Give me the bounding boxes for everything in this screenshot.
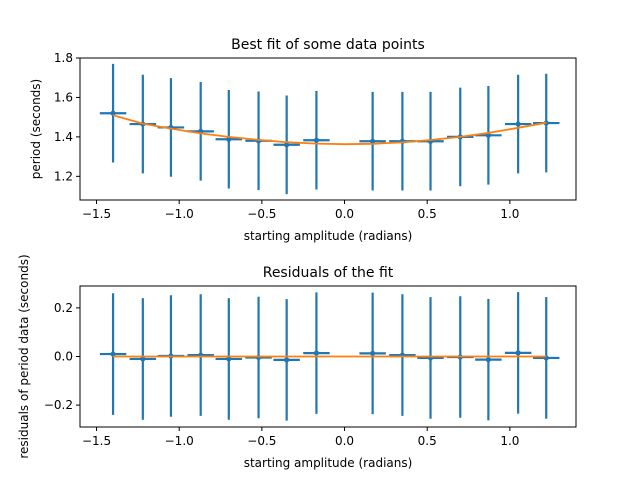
residuals-x-tick-label: −1.0 [165,434,194,448]
residuals-data-point [140,356,146,362]
fit-y-tick-label: 1.6 [54,90,73,104]
fit-x-tick-label: 0.5 [418,207,437,221]
fit-x-tick-label: −1.0 [165,207,194,221]
fit-y-tick-label: 1.2 [54,169,73,183]
fit-x-tick-label: −0.5 [247,207,276,221]
residuals-x-axis-label: starting amplitude (radians) [244,456,413,470]
residuals-data-point [226,356,232,362]
residuals-data-point [313,350,320,356]
residuals-data-point [515,350,521,356]
residuals-x-tick-label: −1.5 [82,434,111,448]
fit-data-point [110,110,116,116]
fit-data-point [284,142,290,148]
residuals-y-tick-label: −0.2 [44,398,73,412]
fit-fit-line [112,114,547,146]
fit-data-point [313,137,320,143]
residuals-y-tick-label: 0.0 [54,350,73,364]
fit-x-tick-label: 1.0 [500,207,519,221]
residuals-x-tick-label: 1.0 [500,434,519,448]
residuals-chart-title: Residuals of the fit [263,265,394,281]
fit-data-point [370,138,376,144]
fit-x-tick-label: 0.0 [335,207,354,221]
fit-y-tick-label: 1.4 [54,130,73,144]
fit-x-tick-label: −1.5 [82,207,111,221]
fit-axes-frame [79,57,577,201]
fit-y-axis-label: period (seconds) [29,79,43,179]
fit-y-tick-label: 1.8 [54,51,73,65]
fit-data-point [515,121,521,127]
residuals-x-tick-label: −0.5 [247,434,276,448]
fit-panel: Best fit of some data points starting am… [29,37,577,243]
residuals-x-tick-label: 0.0 [335,434,354,448]
residuals-data-point [485,357,491,363]
fit-x-axis-label: starting amplitude (radians) [244,229,413,243]
fit-chart-title: Best fit of some data points [231,37,425,53]
residuals-y-axis-label: residuals of period data (seconds) [17,254,31,458]
fit-data-point [226,136,232,142]
residuals-y-tick-label: 0.2 [54,301,73,315]
residuals-x-tick-label: 0.5 [418,434,437,448]
residuals-panel: Residuals of the fit starting amplitude … [17,254,577,470]
residuals-data-point [110,351,116,357]
residuals-data-point [284,357,290,363]
residuals-data-point [370,350,376,356]
